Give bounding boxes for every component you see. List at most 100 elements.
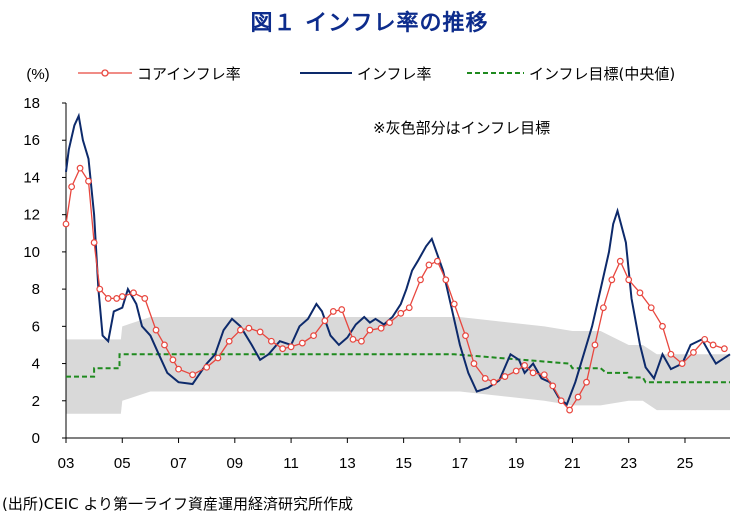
x-tick-label: 15 [395, 455, 412, 472]
core-point [701, 335, 709, 343]
core-point [678, 360, 686, 367]
legend-target-label: インフレ目標(中央値) [529, 65, 675, 83]
core-point [175, 365, 182, 373]
core-point [616, 257, 624, 265]
inflation-target-band [66, 317, 730, 414]
headline-line [65, 112, 731, 407]
band-annotation: ※灰色部分はインフレ目標 [373, 119, 550, 137]
core-point [521, 362, 529, 369]
core-point [141, 295, 149, 302]
core-point [256, 328, 264, 336]
core-point [90, 239, 98, 246]
core-line [65, 166, 725, 412]
core-point [608, 276, 616, 284]
core-point [279, 345, 287, 353]
core-point [349, 335, 357, 343]
y-tick-label: 2 [32, 393, 40, 410]
core-point [599, 304, 607, 312]
x-tick-label: 17 [452, 455, 469, 472]
core-point [189, 371, 197, 379]
core-point [152, 326, 160, 334]
core-point [321, 317, 329, 325]
core-point [96, 285, 104, 293]
y-tick-label: 16 [23, 132, 40, 149]
legend: コアインフレ率 インフレ率 インフレ目標(中央値) [78, 65, 675, 83]
core-point [377, 324, 385, 332]
core-series [62, 164, 728, 414]
core-point [720, 345, 728, 353]
core-point [118, 293, 126, 300]
core-point [625, 276, 633, 284]
core-point [549, 382, 557, 390]
y-tick-label: 8 [32, 281, 40, 298]
y-tick-label: 18 [23, 95, 40, 112]
target-line [66, 353, 730, 384]
core-point [709, 341, 717, 349]
x-tick-label: 03 [58, 455, 75, 472]
core-point [470, 360, 478, 367]
core-point [130, 289, 137, 297]
core-point [566, 406, 574, 414]
target-series [66, 353, 730, 384]
core-point [512, 367, 520, 375]
core-point [667, 350, 675, 358]
core-point [690, 348, 697, 356]
core-point [329, 308, 337, 315]
core-point [338, 306, 346, 313]
x-tick-label: 21 [564, 455, 581, 472]
core-point [68, 183, 76, 191]
core-point [386, 319, 393, 327]
legend-core-label: コアインフレ率 [137, 65, 241, 83]
core-point [557, 397, 565, 405]
core-point [490, 378, 498, 386]
y-tick-label: 14 [23, 169, 40, 186]
y-tick-label: 0 [32, 430, 40, 447]
core-point [574, 393, 582, 401]
y-tick-label: 12 [23, 207, 40, 224]
core-point [442, 276, 450, 284]
target-band-area [66, 317, 730, 414]
core-point [540, 371, 548, 379]
core-point [237, 326, 244, 334]
legend-headline-label: インフレ率 [357, 65, 432, 83]
core-point [358, 337, 365, 345]
core-point [417, 276, 424, 284]
core-point [501, 373, 509, 380]
core-point [450, 300, 458, 308]
chart-title: 図１ インフレ率の推移 [250, 11, 489, 36]
source-note: (出所)CEIC より第一ライフ資産運用経済研究所作成 [2, 495, 354, 513]
core-point [591, 341, 599, 349]
y-axis-label: (%) [26, 66, 49, 83]
core-point [659, 322, 666, 330]
core-point [583, 378, 590, 386]
x-tick-label: 05 [114, 455, 131, 472]
core-point [161, 341, 168, 349]
headline-series [65, 112, 731, 407]
core-point [529, 369, 537, 377]
axes: 0 2 4 6 8 10 12 14 16 18 03 05 07 09 11 13 15 17 19 21 23 25 [23, 95, 730, 472]
legend-core-marker [101, 69, 109, 77]
core-point [76, 164, 84, 172]
core-point [298, 339, 306, 347]
core-point [245, 324, 253, 332]
core-point [85, 177, 92, 185]
core-point [104, 295, 112, 302]
x-tick-label: 09 [226, 455, 243, 472]
core-point [433, 257, 441, 265]
core-point [366, 326, 374, 334]
y-tick-label: 4 [32, 356, 40, 373]
core-point [267, 337, 275, 345]
core-point [62, 220, 70, 228]
x-tick-label: 13 [339, 455, 356, 472]
core-point [405, 304, 413, 312]
core-point [310, 332, 317, 340]
core-point [647, 304, 655, 312]
x-tick-label: 25 [677, 455, 694, 472]
x-tick-label: 11 [283, 455, 299, 472]
core-point [481, 375, 489, 382]
core-point [636, 289, 644, 297]
core-point [203, 363, 211, 371]
y-tick-label: 10 [23, 244, 40, 261]
x-tick-label: 23 [620, 455, 637, 472]
